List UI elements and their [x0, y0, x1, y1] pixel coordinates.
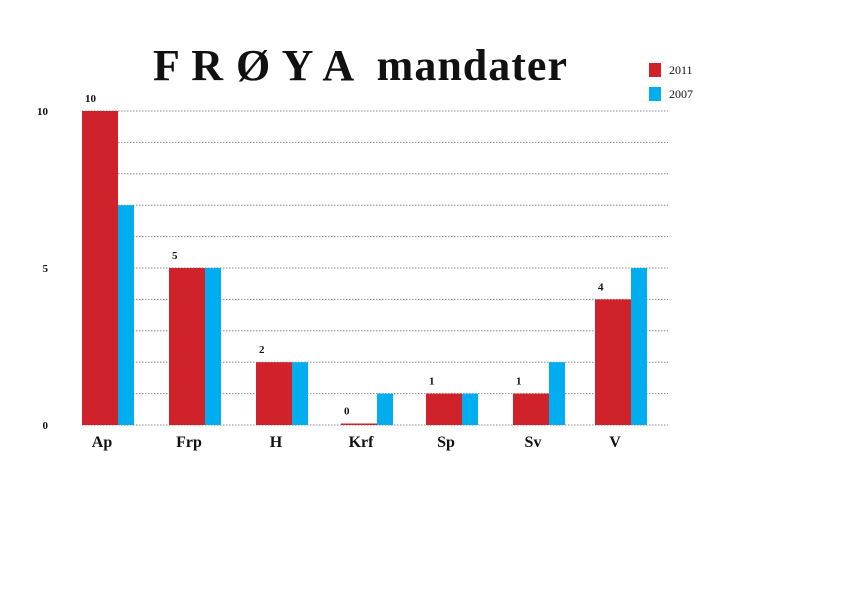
bar-2011-sp [426, 393, 462, 425]
legend-item-2007: 2007 [649, 82, 693, 106]
data-label: 10 [85, 93, 97, 105]
legend: 2011 2007 [649, 58, 693, 106]
data-label: 2 [259, 344, 265, 356]
bar-2007-v [631, 268, 647, 425]
bar-2011-h [256, 362, 292, 425]
legend-swatch-2007 [649, 87, 661, 101]
x-tick-label: V [609, 434, 621, 451]
data-label: 0 [344, 406, 350, 418]
data-label: 1 [429, 376, 435, 388]
bar-2011-frp [169, 268, 205, 425]
bar-2007-ap [118, 205, 134, 425]
chart-title: F R Ø Y A mandater [153, 41, 568, 90]
legend-item-2011: 2011 [649, 58, 693, 82]
bar-2011-sv [513, 393, 549, 425]
bar-2007-sv [549, 362, 565, 425]
x-tick-label: Sv [525, 434, 542, 451]
data-label: 5 [172, 250, 178, 262]
y-tick-label: 0 [43, 420, 49, 432]
x-tick-label: Frp [176, 434, 202, 451]
x-tick-label: H [270, 434, 283, 451]
bar-2007-h [292, 362, 308, 425]
legend-label-2011: 2011 [669, 62, 693, 77]
bar-2007-sp [462, 393, 478, 425]
x-tick-label: Ap [92, 434, 113, 451]
y-tick-label: 10 [37, 106, 49, 118]
bar-2011-krf [341, 423, 377, 425]
bar-2011-ap [82, 111, 118, 425]
bar-2007-frp [205, 268, 221, 425]
y-tick-label: 5 [43, 263, 49, 275]
bar-2011-v [595, 299, 631, 425]
data-label: 4 [598, 281, 604, 293]
legend-label-2007: 2007 [669, 86, 693, 101]
x-tick-label: Krf [349, 434, 375, 451]
x-tick-label: Sp [437, 434, 455, 451]
data-label: 1 [516, 376, 522, 388]
legend-swatch-2011 [649, 63, 661, 77]
bar-2007-krf [377, 393, 393, 425]
